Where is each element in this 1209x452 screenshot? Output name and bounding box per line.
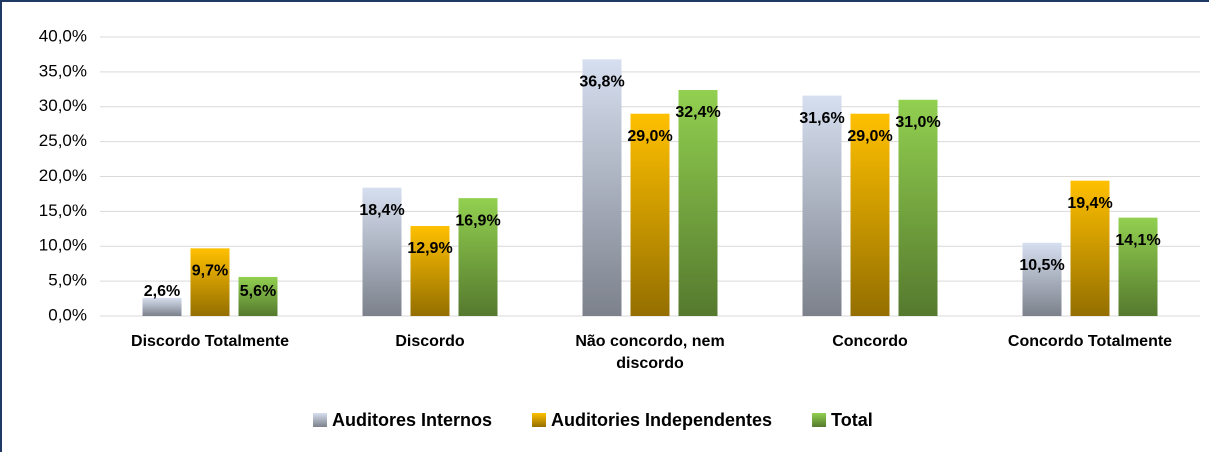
bar [362,187,402,316]
y-tick-label: 10,0% [39,236,87,255]
legend-swatch [812,413,827,427]
bar [142,297,182,316]
data-label: 32,4% [675,104,720,121]
x-tick-label: Não concordo, nem discordo [575,333,725,372]
x-tick-label: Concordo Totalmente [1007,333,1173,350]
data-label: 9,7% [192,263,228,280]
data-label: 19,4% [1067,195,1112,212]
bar [802,95,842,316]
bar [898,99,938,317]
bar [238,276,278,316]
bar [582,59,622,316]
data-label: 29,0% [627,128,672,145]
y-tick-label: 15,0% [39,201,87,220]
bar [1118,217,1158,316]
y-tick-label: 25,0% [39,131,87,150]
x-tick-label: Concordo [832,333,908,350]
data-label: 5,6% [240,283,276,300]
bar [850,113,890,316]
bar [1022,242,1062,316]
legend-label: Total [831,410,873,430]
y-tick-label: 20,0% [39,166,87,185]
legend-label: Auditories Independentes [551,410,772,430]
data-label: 10,5% [1019,257,1064,274]
data-label: 29,0% [847,128,892,145]
bar [190,248,230,316]
y-tick-label: 35,0% [39,61,87,80]
data-label: 2,6% [144,283,180,300]
data-label: 31,6% [799,110,844,127]
bar [678,90,718,316]
bar [630,113,670,316]
legend-label: Auditores Internos [332,410,492,430]
bar [1070,180,1110,316]
legend-swatch [313,413,327,427]
legend-swatch [532,413,547,427]
y-tick-label: 5,0% [48,271,87,290]
data-label: 31,0% [895,114,940,131]
data-label: 14,1% [1115,232,1160,249]
data-label: 12,9% [407,240,452,257]
y-tick-label: 0,0% [48,305,87,324]
y-tick-label: 40,0% [39,26,87,45]
data-label: 18,4% [359,202,404,219]
data-label: 16,9% [455,212,500,229]
x-tick-label: Discordo Totalmente [131,333,289,350]
data-label: 36,8% [579,74,624,91]
bar [410,226,450,316]
y-tick-label: 30,0% [39,96,87,115]
x-tick-label: Discordo [395,333,465,350]
bar [458,198,498,316]
